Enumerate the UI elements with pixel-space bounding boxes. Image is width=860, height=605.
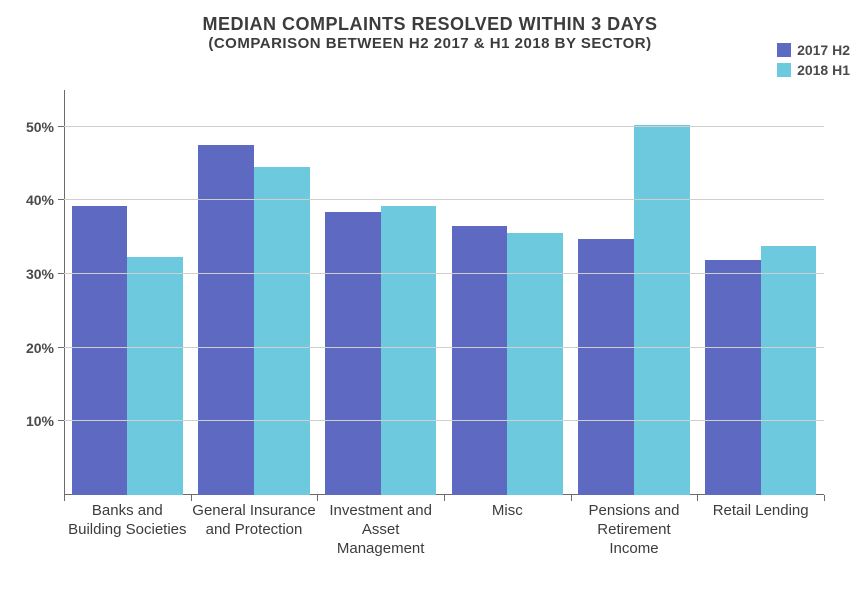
bar bbox=[634, 125, 690, 495]
y-tick-label: 10% bbox=[26, 413, 54, 429]
bar bbox=[198, 145, 254, 495]
y-tick bbox=[58, 347, 64, 348]
bar bbox=[705, 260, 761, 495]
gridline bbox=[64, 347, 824, 348]
legend-swatch-0 bbox=[777, 43, 791, 57]
y-tick-label: 50% bbox=[26, 119, 54, 135]
chart-titles: MEDIAN COMPLAINTS RESOLVED WITHIN 3 DAYS… bbox=[40, 0, 820, 52]
chart-title: MEDIAN COMPLAINTS RESOLVED WITHIN 3 DAYS bbox=[40, 14, 820, 35]
y-tick bbox=[58, 420, 64, 421]
y-tick-label: 30% bbox=[26, 266, 54, 282]
gridline bbox=[64, 273, 824, 274]
x-category-label: Pensions and Retirement Income bbox=[571, 502, 698, 558]
chart-subtitle: (COMPARISON BETWEEN H2 2017 & H1 2018 BY… bbox=[40, 35, 820, 52]
bar bbox=[72, 206, 128, 495]
x-tick bbox=[317, 495, 318, 501]
bar bbox=[452, 226, 508, 496]
x-category-label: General Insurance and Protection bbox=[191, 502, 318, 540]
plot-area: 10%20%30%40%50% bbox=[64, 90, 824, 495]
x-tick bbox=[444, 495, 445, 501]
gridline bbox=[64, 420, 824, 421]
x-tick bbox=[64, 495, 65, 501]
legend: 2017 H2 2018 H1 bbox=[777, 40, 850, 80]
x-tick bbox=[824, 495, 825, 501]
legend-label-0: 2017 H2 bbox=[797, 40, 850, 60]
x-tick bbox=[697, 495, 698, 501]
bar bbox=[127, 257, 183, 495]
x-category-label: Investment and Asset Management bbox=[317, 502, 444, 558]
legend-item-1: 2018 H1 bbox=[777, 60, 850, 80]
bar bbox=[254, 167, 310, 495]
bar bbox=[761, 246, 817, 495]
bar bbox=[381, 206, 437, 495]
bars-layer bbox=[64, 90, 824, 495]
y-tick bbox=[58, 199, 64, 200]
x-category-label: Retail Lending bbox=[697, 502, 824, 521]
bar bbox=[578, 239, 634, 495]
legend-label-1: 2018 H1 bbox=[797, 60, 850, 80]
legend-swatch-1 bbox=[777, 63, 791, 77]
y-tick-label: 20% bbox=[26, 340, 54, 356]
legend-item-0: 2017 H2 bbox=[777, 40, 850, 60]
chart-container: MEDIAN COMPLAINTS RESOLVED WITHIN 3 DAYS… bbox=[0, 0, 860, 605]
y-tick bbox=[58, 126, 64, 127]
bar bbox=[325, 212, 381, 496]
gridline bbox=[64, 199, 824, 200]
gridline bbox=[64, 126, 824, 127]
x-tick bbox=[571, 495, 572, 501]
x-tick bbox=[191, 495, 192, 501]
y-tick bbox=[58, 273, 64, 274]
x-category-label: Misc bbox=[444, 502, 571, 521]
x-category-label: Banks and Building Societies bbox=[64, 502, 191, 540]
y-tick-label: 40% bbox=[26, 192, 54, 208]
